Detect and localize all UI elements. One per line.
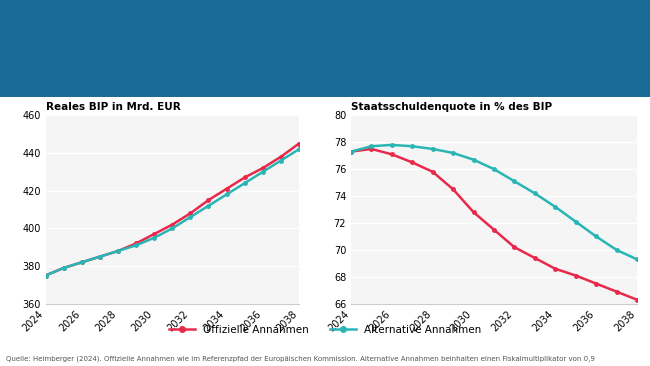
Text: A&W: A&W	[578, 29, 621, 44]
Text: blog: blog	[581, 65, 618, 80]
Text: Reales BIP in Mrd. EUR: Reales BIP in Mrd. EUR	[46, 102, 180, 112]
Legend: Offizielle Annahmen, Alternative Annahmen: Offizielle Annahmen, Alternative Annahme…	[164, 321, 486, 339]
Text: Staatsschuldenquote in % des BIP: Staatsschuldenquote in % des BIP	[351, 102, 552, 112]
Text: Quelle: Heimberger (2024). Offizielle Annahmen wie im Referenzpfad der Europäisc: Quelle: Heimberger (2024). Offizielle An…	[6, 356, 595, 362]
Text: Schuldentragfähigkeitsanalyse: Schuldentragfähigkeitsanalyse	[13, 18, 354, 37]
Text: Simulationen für Österreich: Simulationen für Österreich	[13, 68, 157, 78]
